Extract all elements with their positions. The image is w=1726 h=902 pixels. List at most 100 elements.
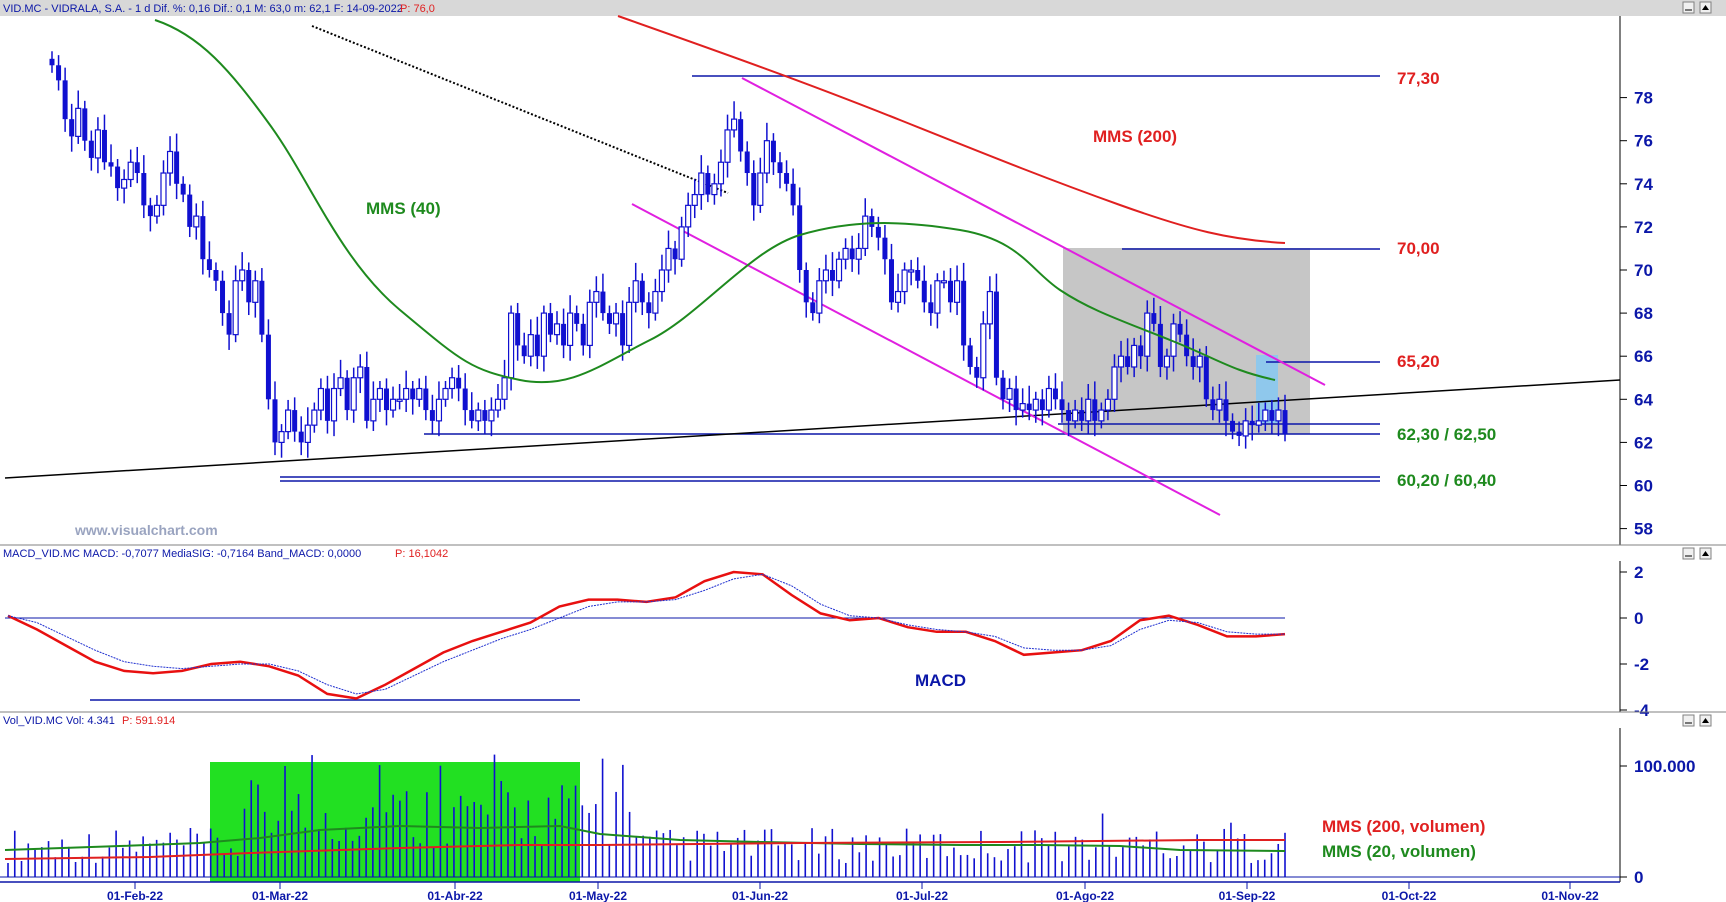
candle-body [1066, 410, 1072, 421]
panel-controls[interactable] [1682, 1, 1712, 14]
candle-body [82, 108, 88, 141]
candle-body [1131, 344, 1138, 368]
candle-body [757, 172, 764, 206]
candle-body [1163, 355, 1171, 368]
candle-body [376, 387, 384, 400]
macd-panel-controls[interactable] [1682, 547, 1712, 560]
macd-line [7, 570, 1286, 700]
watermark: www.visualchart.com [74, 522, 218, 538]
candle-body [396, 398, 403, 402]
candle-body [1210, 399, 1216, 411]
candle-body [711, 183, 718, 196]
candle-body [88, 140, 94, 158]
candle-body [646, 302, 652, 314]
candle-body [435, 398, 443, 422]
candle-body [1262, 409, 1269, 422]
candle-body [1138, 345, 1144, 357]
candle-body [298, 431, 304, 443]
candle-body [206, 259, 212, 270]
volume-bars [7, 754, 1286, 877]
candle-body [1275, 409, 1282, 422]
candle-body [246, 270, 252, 303]
candle-body [475, 409, 482, 422]
candle-body [612, 312, 620, 325]
price-tick-label: 74 [1634, 175, 1653, 194]
mms40-label: MMS (40) [366, 199, 441, 218]
price-tick-label: 62 [1634, 433, 1653, 452]
macd-tick-label: -4 [1634, 701, 1650, 720]
candle-body [803, 270, 809, 303]
candle-body [1177, 323, 1183, 335]
candle-body [738, 119, 744, 152]
candle-body [488, 409, 495, 422]
candle-body [691, 193, 698, 206]
candle-body [232, 280, 239, 336]
date-tick-label: 01-Oct-22 [1382, 889, 1437, 902]
candle-body [685, 204, 692, 228]
candle-body [442, 387, 449, 400]
volume-panel-controls[interactable] [1682, 714, 1712, 727]
price-tick-label: 76 [1634, 132, 1653, 151]
date-tick-label: 01-Feb-22 [107, 889, 163, 902]
candle-body [1006, 387, 1013, 400]
candle-body [678, 226, 685, 260]
candle-body [1104, 398, 1112, 411]
candle-body [1157, 323, 1163, 367]
candle-body [993, 291, 999, 378]
candle-body [285, 409, 292, 433]
candle-body [311, 409, 318, 426]
candle-body [226, 313, 232, 335]
volume-panel-header: Vol_VID.MC Vol: 4.341 [3, 715, 115, 727]
main-panel-header-p: P: 76,0 [400, 3, 435, 15]
candle-body [717, 161, 725, 185]
candle-body [121, 178, 128, 189]
vol-mms20-label: MMS (20, volumen) [1322, 842, 1476, 861]
candle-body [69, 119, 75, 137]
level-62-30-label: 62,30 / 62,50 [1397, 425, 1496, 444]
price-tick-label: 58 [1634, 520, 1653, 539]
candle-body [416, 387, 423, 400]
candle-body [1032, 398, 1039, 411]
candle-body [1236, 431, 1242, 436]
candle-body [75, 107, 82, 137]
candle-body [187, 194, 193, 227]
macd-label: MACD [915, 671, 966, 690]
candle-body [278, 431, 285, 443]
candle-body [370, 398, 377, 422]
candle-body [835, 258, 843, 282]
vol-mms200-label: MMS (200, volumen) [1322, 817, 1485, 836]
candle-body [265, 334, 271, 400]
candle-body [632, 280, 639, 303]
candle-body [540, 312, 547, 357]
vol-mms200-line [4, 839, 1285, 860]
candle-body [134, 162, 140, 174]
candle-body [600, 291, 606, 314]
mms200-line [617, 15, 1286, 244]
candle-body [1255, 420, 1262, 426]
candle-body [1125, 356, 1131, 367]
candle-body [1052, 388, 1058, 400]
candle-body [770, 140, 776, 163]
candle-body [101, 129, 107, 163]
candle-body [849, 248, 855, 260]
candle-body [141, 173, 147, 206]
candle-body [252, 280, 259, 303]
candle-body [547, 313, 553, 335]
candle-body [948, 280, 954, 303]
date-tick-label: 01-May-22 [569, 889, 627, 902]
volume-y-axis: 100.000 0 [1620, 757, 1695, 887]
candle-body [1026, 403, 1032, 411]
candle-body [698, 172, 705, 196]
level-70-00-label: 70,00 [1397, 239, 1440, 258]
candle-body [1184, 334, 1190, 357]
date-x-axis: 01-Feb-22 01-Mar-22 01-Abr-22 01-May-22 01-J… [107, 882, 1599, 902]
long-support-trendline [4, 379, 1621, 479]
candle-body [456, 377, 462, 389]
candle-body [317, 387, 324, 411]
volume-tick-label: 0 [1634, 868, 1643, 887]
candle-body [1098, 409, 1105, 422]
candle-body [784, 173, 790, 184]
candle-body [862, 215, 869, 250]
candle-body [1079, 410, 1085, 421]
candle-body [344, 377, 350, 411]
